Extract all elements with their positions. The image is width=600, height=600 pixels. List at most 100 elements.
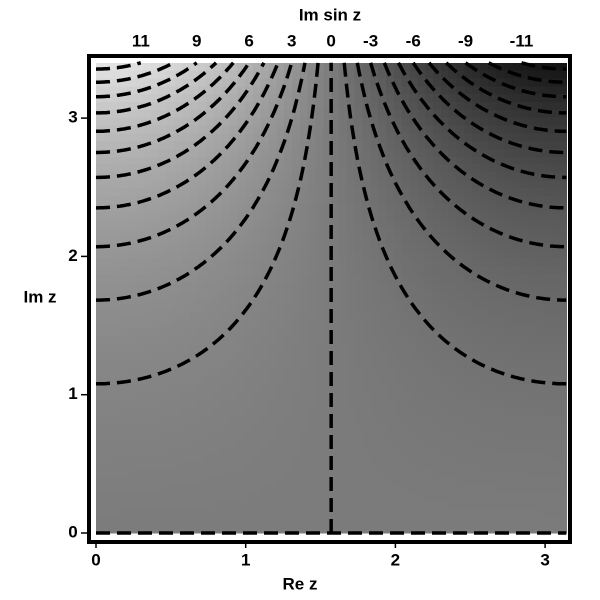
shade-cell [119,525,128,534]
contour-line [464,61,567,99]
shade-cell [558,446,567,456]
shade-cell [323,250,332,260]
shade-cell [158,485,168,495]
shade-cell [425,62,434,72]
shade-cell [378,399,387,409]
shade-cell [370,517,379,526]
shade-cell [299,446,309,456]
shade-cell [135,133,144,142]
shade-cell [425,235,434,244]
shade-cell [213,493,223,503]
shade-cell [127,266,136,275]
shade-cell [237,344,246,354]
shade-cell [425,329,434,338]
shade-cell [346,493,356,503]
shade-cell [417,399,426,409]
shade-cell [401,78,411,87]
shade-cell [213,454,223,464]
shade-cell [433,227,442,236]
shade-cell [284,219,293,228]
shade-cell [244,423,254,432]
shade-cell [276,70,285,80]
shade-cell [174,509,183,518]
shade-cell [495,141,505,150]
shade-cell [323,501,332,511]
shade-cell [370,360,379,370]
shade-cell [111,329,121,338]
shade-cell [252,188,262,197]
shade-cell [346,525,356,534]
shade-cell [370,101,379,111]
shade-cell [135,493,144,503]
shade-cell [205,368,215,377]
shade-cell [276,462,285,471]
contour-line [96,61,175,84]
shade-cell [409,305,418,315]
shade-cell [487,438,497,448]
shade-cell [190,415,199,424]
shade-cell [503,133,513,142]
shade-cell [127,196,136,205]
shade-cell [472,407,481,417]
shade-cell [440,399,450,409]
shade-cell [378,94,387,103]
shade-cell [558,235,567,244]
shade-cell [237,368,246,377]
shade-cell [260,211,270,221]
shade-cell [197,470,207,479]
shade-cell [135,148,144,158]
shade-cell [96,344,105,354]
shade-cell [401,376,411,385]
shade-cell [354,376,364,385]
shade-cell [378,203,387,213]
shade-cell [315,109,324,119]
shade-cell [291,219,301,228]
shade-cell [472,109,481,119]
shade-cell [393,164,403,174]
shade-cell [315,196,324,205]
shade-cell [370,384,379,393]
shade-cell [393,329,403,338]
shade-cell [558,344,567,354]
shade-cell [401,70,411,80]
shade-cell [119,391,128,401]
shade-cell [534,266,544,275]
shade-cell [417,462,426,471]
shade-cell [362,478,371,487]
shade-cell [299,258,309,268]
shade-cell [534,219,544,228]
shade-cell [182,148,191,158]
shade-cell [393,203,403,213]
shade-cell [252,62,262,72]
shade-cell [166,391,175,401]
shade-cell [378,156,387,166]
shade-cell [323,211,332,221]
shade-cell [291,164,301,174]
shade-cell [252,525,262,534]
shade-cell [268,438,277,448]
shade-cell [448,164,458,174]
shade-cell [354,501,364,511]
shade-cell [268,196,277,205]
shade-cell [244,344,254,354]
shade-cell [378,86,387,95]
shade-cell [103,415,113,424]
shade-cell [393,501,403,511]
shade-cell [229,344,238,354]
shade-cell [487,344,497,354]
shade-cell [338,219,348,228]
shade-cell [135,391,144,401]
shade-cell [440,101,450,111]
shade-cell [472,258,481,268]
shade-cell [338,86,348,95]
shade-cell [307,243,317,252]
shade-cell [401,360,411,370]
shade-cell [338,478,348,487]
shade-cell [448,493,458,503]
shade-cell [229,431,238,440]
shade-cell [299,462,309,471]
shade-cell [409,235,418,244]
shade-cell [119,156,128,166]
shade-cell [143,125,152,134]
shade-cell [550,423,560,432]
